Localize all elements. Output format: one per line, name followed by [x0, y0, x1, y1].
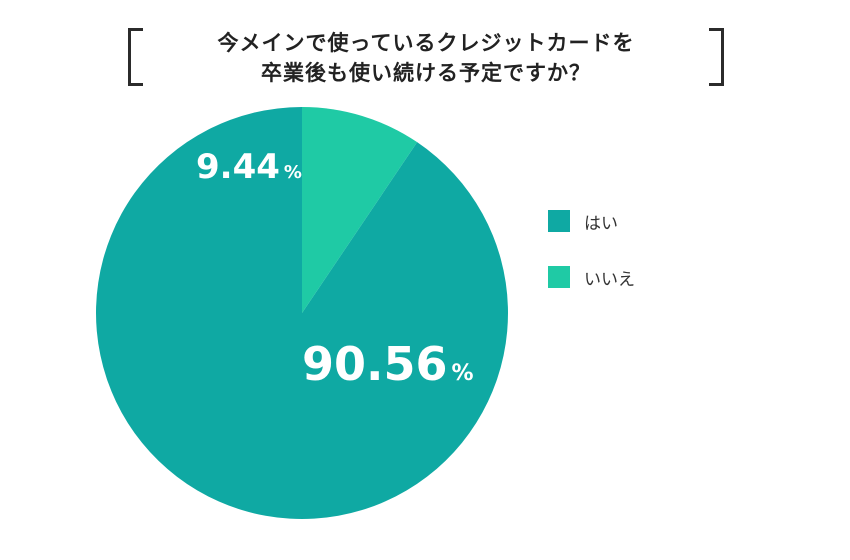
legend-label-no: いいえ	[584, 269, 635, 290]
legend-swatch-yes	[548, 210, 570, 232]
chart-title-line-1: 今メインで使っているクレジットカードを	[217, 31, 635, 55]
legend: はい いいえ	[548, 208, 635, 320]
legend-item-yes: はい	[548, 208, 635, 234]
data-label-no: 9.44%	[196, 147, 302, 187]
pie-slice-no	[302, 107, 418, 313]
legend-swatch-no	[548, 266, 570, 288]
data-label-value-no: 9.44	[196, 147, 280, 187]
chart-title: 今メインで使っているクレジットカードを 卒業後も使い続ける予定ですか？	[148, 28, 704, 88]
chart-title-block: 今メインで使っているクレジットカードを 卒業後も使い続ける予定ですか？	[128, 26, 724, 92]
left-bracket	[128, 28, 143, 86]
data-label-unit-yes: %	[452, 361, 474, 386]
data-label-unit-no: %	[284, 162, 302, 183]
right-bracket	[709, 28, 724, 86]
legend-item-no: いいえ	[548, 264, 635, 290]
chart-title-line-2: 卒業後も使い続ける予定ですか？	[261, 61, 591, 85]
data-label-yes: 90.56%	[302, 337, 474, 391]
data-label-value-yes: 90.56	[302, 337, 448, 391]
legend-label-yes: はい	[584, 213, 618, 234]
